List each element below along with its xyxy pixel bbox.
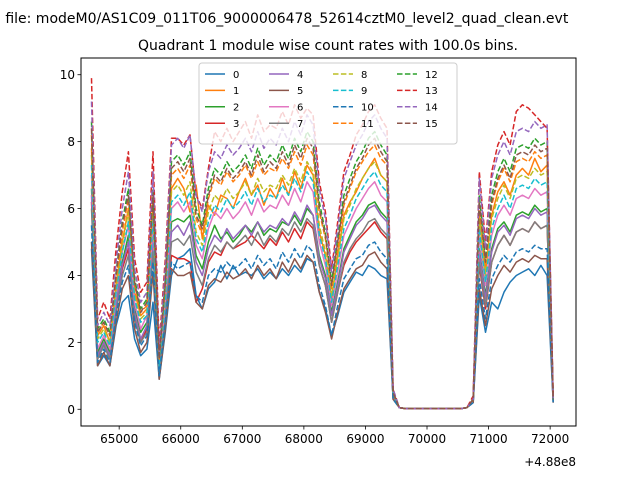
series-line-10 (90, 225, 554, 410)
legend-label-8: 8 (361, 70, 367, 81)
figure-suptitle: n file: modeM0/AS1C09_011T06_9000006478_… (0, 11, 569, 27)
legend-label-13: 13 (425, 86, 438, 97)
y-tick-label: 8 (67, 135, 75, 149)
legend-label-14: 14 (425, 103, 438, 114)
legend-label-6: 6 (297, 103, 303, 114)
legend-label-0: 0 (233, 70, 239, 81)
x-tick-label: 72000 (531, 432, 569, 446)
y-tick-label: 4 (67, 269, 75, 283)
legend-label-12: 12 (425, 70, 438, 81)
legend-label-4: 4 (297, 70, 303, 81)
x-tick-label: 67000 (223, 432, 261, 446)
x-offset-label: +4.88e8 (524, 455, 576, 469)
y-tick-label: 10 (60, 68, 75, 82)
legend-label-5: 5 (297, 86, 303, 97)
x-tick-label: 69000 (346, 432, 384, 446)
x-tick-label: 66000 (162, 432, 200, 446)
x-tick-label: 70000 (408, 432, 446, 446)
chart-title: Quadrant 1 module wise count rates with … (138, 38, 518, 54)
y-tick-label: 2 (67, 336, 75, 350)
y-tick-label: 6 (67, 202, 75, 216)
series-line-14 (90, 101, 554, 410)
x-tick-label: 71000 (469, 432, 507, 446)
legend-label-2: 2 (233, 103, 239, 114)
series-lines (90, 78, 554, 410)
legend-label-1: 1 (233, 86, 239, 97)
legend-label-10: 10 (361, 103, 374, 114)
legend-frame (198, 62, 458, 145)
y-axis: 0 2 4 6 8 10 (60, 68, 81, 417)
y-tick-label: 0 (67, 403, 75, 417)
legend-label-9: 9 (361, 86, 367, 97)
series-line-15 (90, 128, 554, 410)
legend-label-11: 11 (361, 119, 374, 130)
x-tick-label: 65000 (100, 432, 138, 446)
x-axis: 65000 66000 67000 68000 69000 70000 71000 72000 (100, 426, 569, 446)
legend-label-3: 3 (233, 119, 239, 130)
legend-label-7: 7 (297, 119, 303, 130)
legend-label-15: 15 (425, 119, 438, 130)
plot-frame (80, 57, 577, 427)
x-tick-label: 68000 (285, 432, 323, 446)
